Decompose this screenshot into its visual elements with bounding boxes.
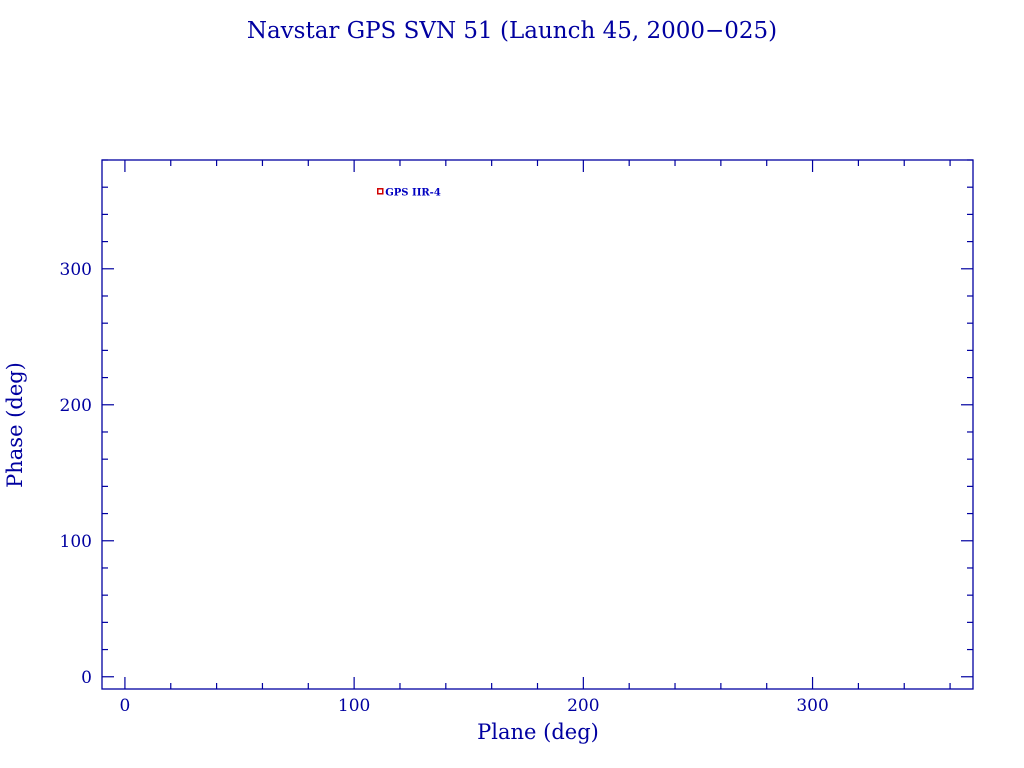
x-tick-label: 200	[567, 696, 599, 716]
y-axis-label: Phase (deg)	[3, 362, 27, 488]
y-tick-label: 0	[81, 668, 92, 688]
chart-title: Navstar GPS SVN 51 (Launch 45, 2000−025)	[247, 18, 777, 44]
data-point-marker	[377, 188, 384, 195]
plot-frame	[101, 159, 974, 690]
data-point-label: GPS IIR-4	[385, 187, 441, 198]
y-tick-label: 200	[60, 396, 92, 416]
tick-labels: 0 100 200 300 0 100 200 300	[60, 260, 829, 716]
data-points: GPS IIR-4	[377, 187, 441, 198]
y-tick-label: 300	[60, 260, 92, 280]
y-tick-label: 100	[60, 532, 92, 552]
x-tick-label: 300	[796, 696, 828, 716]
x-tick-label: 100	[338, 696, 370, 716]
axis-ticks	[102, 159, 973, 689]
x-axis-label: Plane (deg)	[477, 720, 599, 744]
x-tick-label: 0	[120, 696, 131, 716]
